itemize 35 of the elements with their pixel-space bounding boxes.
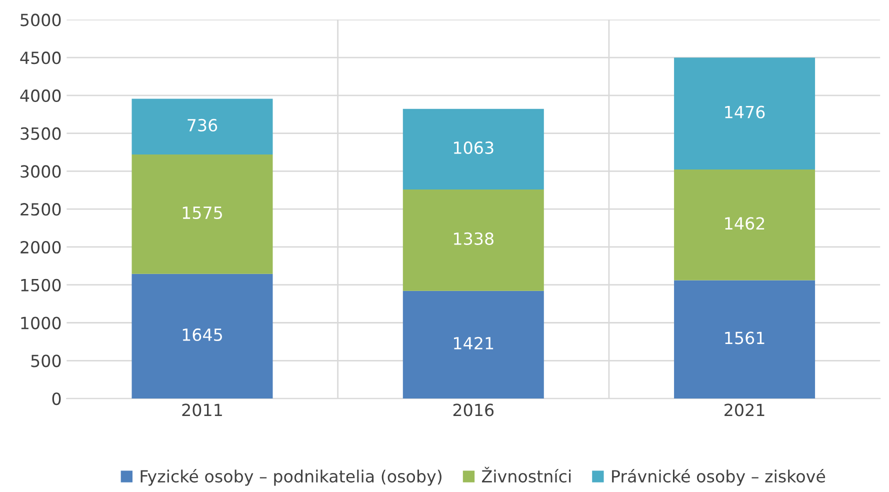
bar — [132, 98, 273, 155]
bar — [132, 154, 273, 274]
data-label: 1063 — [454, 141, 494, 154]
x-tick-label: 2021 — [724, 404, 764, 416]
y-tick-label: 2500 — [20, 203, 61, 216]
y-tick-label: 3500 — [20, 127, 61, 140]
y-tick-label: 1000 — [21, 316, 61, 330]
y-tick-label: 3000 — [20, 165, 61, 178]
bar — [402, 189, 544, 291]
bar — [674, 58, 816, 170]
data-label: 1476 — [725, 106, 765, 118]
legend-label: Právnické osoby – ziskové — [612, 469, 826, 486]
legend-label: Fyzické osoby – podnikatelia (osoby) — [140, 469, 442, 486]
data-label: 1462 — [725, 217, 764, 230]
data-label: 1338 — [454, 232, 494, 245]
bar — [402, 290, 544, 399]
y-tick-label: 4500 — [20, 52, 61, 64]
bar — [674, 280, 816, 399]
data-label: 736 — [188, 118, 218, 132]
y-tick-label: 1500 — [21, 278, 61, 292]
bar — [132, 274, 273, 399]
legend-label: Živnostníci — [482, 466, 571, 483]
bar — [674, 169, 816, 280]
y-tick-label: 500 — [31, 354, 61, 368]
data-label: 1421 — [454, 336, 494, 350]
data-label: 1645 — [182, 328, 222, 342]
bar — [402, 108, 544, 190]
data-label: 1575 — [182, 206, 222, 220]
data-label: 1561 — [725, 332, 764, 344]
y-tick-label: 4000 — [20, 89, 61, 102]
y-tick-label: 5000 — [20, 14, 61, 26]
x-tick-label: 2016 — [453, 404, 494, 416]
y-tick-label: 0 — [52, 392, 61, 406]
x-tick-label: 2011 — [182, 404, 222, 416]
y-tick-label: 2000 — [20, 240, 61, 254]
